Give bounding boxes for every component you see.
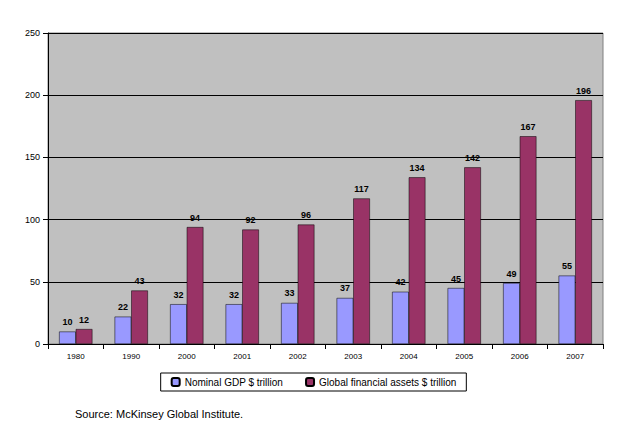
svg-text:2004: 2004 bbox=[400, 352, 418, 361]
svg-text:43: 43 bbox=[135, 276, 145, 286]
svg-text:0: 0 bbox=[35, 339, 40, 349]
svg-text:33: 33 bbox=[284, 288, 294, 298]
svg-text:250: 250 bbox=[25, 28, 40, 38]
svg-text:92: 92 bbox=[246, 215, 256, 225]
svg-text:200: 200 bbox=[25, 90, 40, 100]
svg-text:55: 55 bbox=[562, 261, 572, 271]
svg-text:42: 42 bbox=[395, 277, 405, 287]
svg-text:12: 12 bbox=[79, 315, 89, 325]
svg-text:Nominal GDP $ trillion: Nominal GDP $ trillion bbox=[185, 377, 283, 388]
svg-text:2000: 2000 bbox=[178, 352, 196, 361]
svg-text:117: 117 bbox=[354, 184, 369, 194]
svg-text:32: 32 bbox=[229, 290, 239, 300]
svg-text:94: 94 bbox=[190, 213, 200, 223]
svg-text:1990: 1990 bbox=[122, 352, 140, 361]
svg-text:134: 134 bbox=[410, 163, 425, 173]
svg-text:22: 22 bbox=[118, 302, 128, 312]
svg-text:96: 96 bbox=[301, 210, 311, 220]
svg-text:196: 196 bbox=[576, 86, 591, 96]
svg-text:Global financial assets $ tril: Global financial assets $ trillion bbox=[319, 377, 456, 388]
svg-text:2001: 2001 bbox=[233, 352, 251, 361]
svg-text:2005: 2005 bbox=[455, 352, 473, 361]
svg-text:100: 100 bbox=[25, 215, 40, 225]
svg-text:49: 49 bbox=[506, 269, 516, 279]
svg-text:2007: 2007 bbox=[566, 352, 584, 361]
svg-text:167: 167 bbox=[521, 122, 536, 132]
svg-text:10: 10 bbox=[62, 317, 72, 327]
svg-text:2002: 2002 bbox=[289, 352, 307, 361]
svg-text:45: 45 bbox=[451, 274, 461, 284]
svg-text:1980: 1980 bbox=[67, 352, 85, 361]
svg-text:37: 37 bbox=[340, 283, 350, 293]
svg-text:32: 32 bbox=[173, 290, 183, 300]
svg-text:2003: 2003 bbox=[344, 352, 362, 361]
svg-text:50: 50 bbox=[30, 277, 40, 287]
svg-text:150: 150 bbox=[25, 152, 40, 162]
svg-text:Source: McKinsey Global Instit: Source: McKinsey Global Institute. bbox=[75, 408, 243, 420]
svg-text:142: 142 bbox=[465, 153, 480, 163]
svg-text:2006: 2006 bbox=[511, 352, 529, 361]
